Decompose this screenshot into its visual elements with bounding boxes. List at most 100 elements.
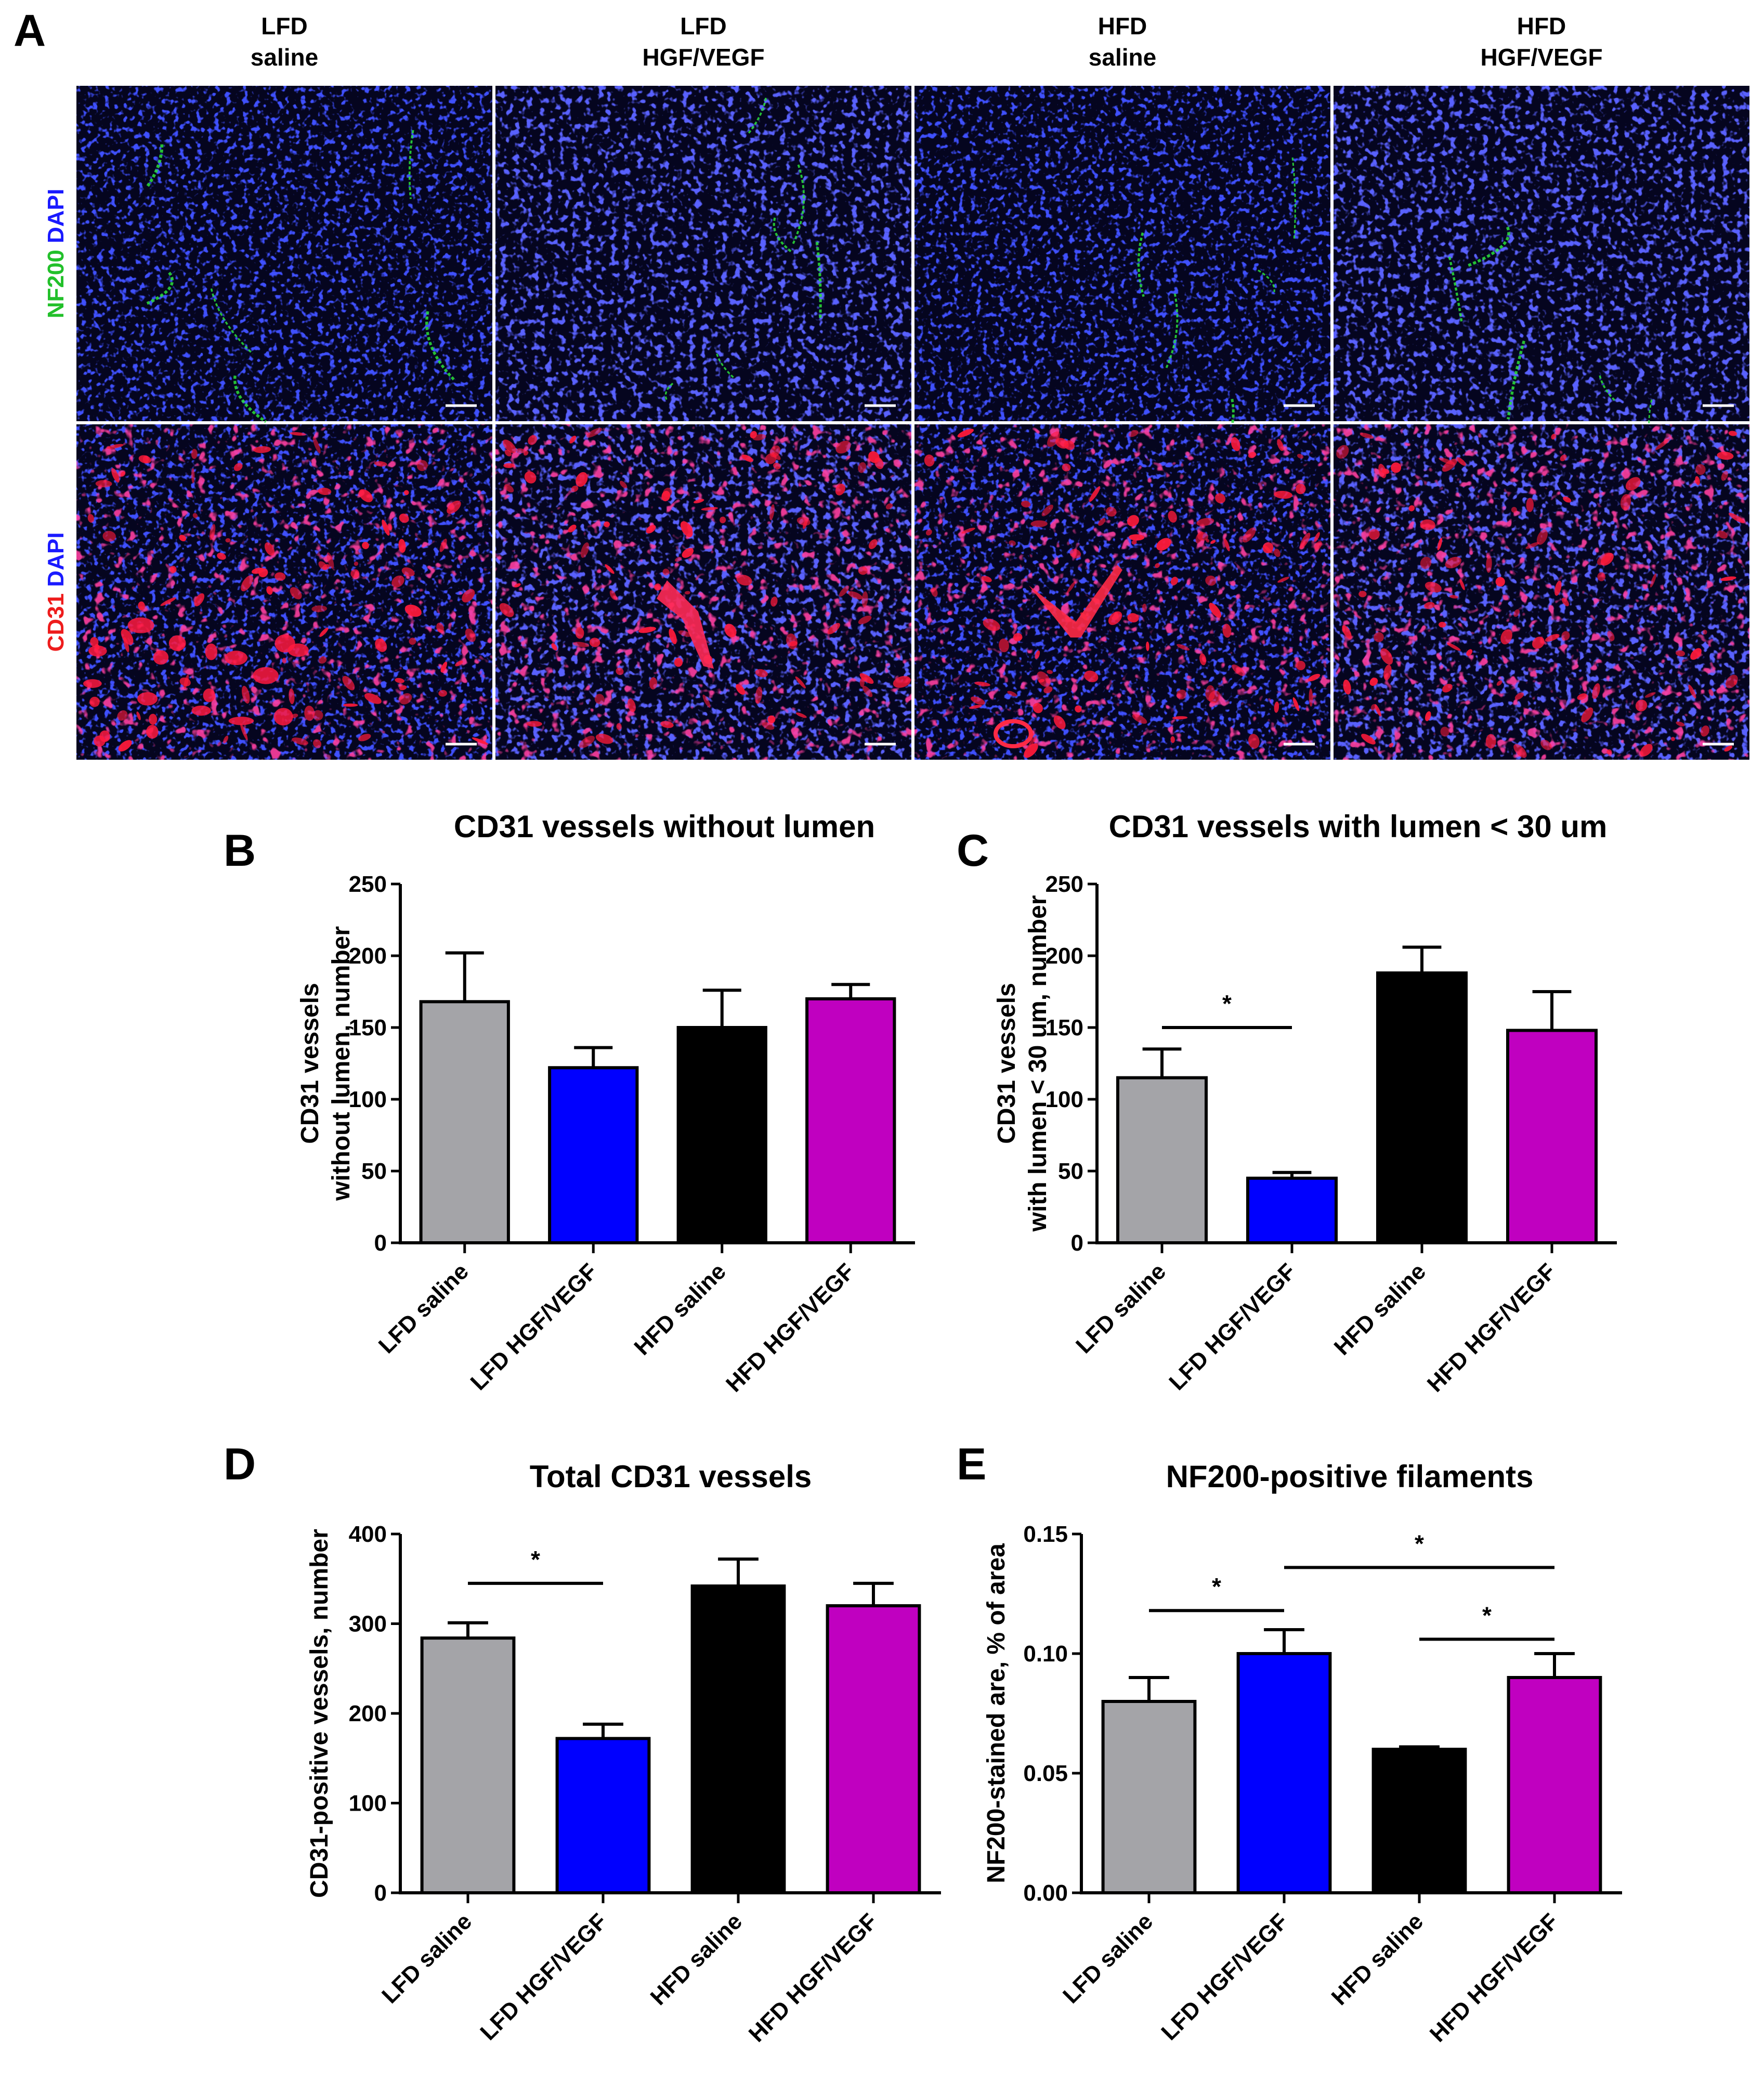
cd31-vessel bbox=[1177, 644, 1190, 651]
cd31-vessel bbox=[313, 739, 322, 748]
micrograph-cell bbox=[1334, 86, 1749, 478]
cd31-vessel bbox=[1128, 534, 1145, 541]
cd31-vessel bbox=[1295, 484, 1306, 495]
cd31-vessel bbox=[1381, 469, 1390, 474]
cd31-vessel bbox=[654, 583, 661, 591]
significance-marker: * bbox=[1212, 1573, 1221, 1600]
nf200-filament bbox=[1448, 256, 1463, 323]
cd31-vessel bbox=[589, 638, 600, 647]
stain-name: DAPI bbox=[43, 532, 69, 593]
cd31-vessel bbox=[1676, 650, 1685, 657]
micrograph-cell bbox=[914, 424, 1330, 760]
nf200-filament bbox=[1165, 293, 1179, 369]
cd31-vessel bbox=[233, 463, 243, 471]
large-vessel bbox=[1029, 565, 1122, 638]
cd31-vessel bbox=[1437, 538, 1443, 551]
cd31-vessel bbox=[1232, 664, 1245, 677]
nf200-filament bbox=[716, 353, 734, 379]
cd31-vessel bbox=[1607, 631, 1615, 641]
cd31-vessel bbox=[290, 432, 306, 436]
column-header: HFD HGF/VEGF bbox=[1480, 12, 1602, 71]
cd31-vessel bbox=[1625, 477, 1641, 491]
bar bbox=[676, 1026, 767, 1244]
y-tick-label: 300 bbox=[349, 1611, 387, 1637]
cd31-vessel bbox=[1342, 625, 1352, 639]
cd31-vessel bbox=[1043, 686, 1053, 694]
cd31-vessel bbox=[358, 734, 371, 742]
cd31-vessel bbox=[1208, 691, 1221, 704]
cd31-vessel bbox=[1536, 529, 1548, 545]
cd31-vessel bbox=[1420, 556, 1432, 569]
cd31-vessel bbox=[1514, 692, 1524, 700]
bar bbox=[1371, 1748, 1467, 1894]
significance-marker: * bbox=[1222, 990, 1232, 1017]
x-category-label: LFD saline bbox=[377, 1908, 477, 2008]
cd31-vessel bbox=[720, 516, 726, 524]
cd31-vessel bbox=[1170, 577, 1179, 586]
cd31-vessel bbox=[111, 468, 120, 483]
cd31-vessel bbox=[1360, 433, 1374, 439]
significance-marker: * bbox=[1482, 1602, 1492, 1629]
y-tick-label: 0.10 bbox=[1023, 1641, 1068, 1667]
chart-b: B CD31 vessels without lumen CD31 vessels w… bbox=[224, 809, 915, 1397]
cd31-vessel bbox=[1009, 540, 1016, 546]
cd31-stain-texture bbox=[1334, 424, 1749, 760]
cd31-vessel bbox=[579, 735, 595, 748]
nf200-filament bbox=[1466, 226, 1510, 268]
dapi-nuclei bbox=[76, 86, 492, 421]
cd31-vessel bbox=[438, 690, 447, 697]
cd31-vessel bbox=[118, 740, 132, 752]
column-header: LFD saline bbox=[251, 12, 318, 71]
cd31-vessel bbox=[1554, 580, 1562, 596]
cd31-vessel bbox=[160, 597, 176, 606]
cd31-vessel bbox=[1277, 577, 1289, 583]
cd31-vessel bbox=[1725, 674, 1738, 688]
cd31-vessel bbox=[354, 561, 359, 566]
micrograph-cell bbox=[495, 424, 911, 760]
y-tick-label: 100 bbox=[349, 1791, 387, 1816]
cd31-vessel bbox=[179, 535, 186, 542]
cd31-vessel bbox=[409, 638, 416, 645]
cd31-vessel bbox=[95, 480, 112, 488]
cd31-vessel bbox=[117, 710, 128, 721]
cd31-vessel bbox=[1067, 581, 1076, 593]
cd31-vessel bbox=[1028, 735, 1037, 748]
cd31-vessel bbox=[225, 651, 247, 666]
cd31-vessel bbox=[1361, 734, 1376, 745]
cd31-vessel bbox=[88, 645, 107, 657]
cd31-vessel bbox=[1156, 538, 1171, 551]
cd31-vessel bbox=[1262, 542, 1274, 554]
cd31-vessel bbox=[240, 723, 248, 740]
cd31-vessel bbox=[194, 593, 205, 607]
cd31-vessel bbox=[586, 427, 603, 438]
cd31-vessel bbox=[499, 603, 514, 617]
y-tick-label: 50 bbox=[1058, 1159, 1083, 1184]
cd31-vessel bbox=[1108, 611, 1122, 625]
cd31-vessel bbox=[318, 487, 332, 495]
cd31-vessel bbox=[191, 705, 211, 716]
y-tick-label: 150 bbox=[1046, 1015, 1083, 1041]
cd31-vessel bbox=[1447, 643, 1461, 651]
cd31-vessel bbox=[741, 454, 753, 462]
cd31-vessel bbox=[275, 634, 295, 653]
cd31-vessel bbox=[343, 703, 358, 707]
cd31-vessel bbox=[102, 531, 116, 542]
cd31-vessel bbox=[1098, 518, 1106, 526]
cd31-vessel bbox=[795, 712, 807, 718]
cd31-vessel bbox=[1243, 527, 1256, 543]
y-tick-label: 50 bbox=[361, 1159, 387, 1184]
cd31-vessel bbox=[1513, 609, 1520, 617]
cd31-vessel bbox=[153, 650, 169, 665]
cd31-vessel bbox=[1374, 632, 1384, 642]
cd31-vessel bbox=[1635, 699, 1648, 712]
micrograph-cell bbox=[914, 86, 1330, 429]
cd31-vessel bbox=[387, 523, 393, 530]
cd31-vessel bbox=[575, 627, 584, 639]
cd31-vessel bbox=[638, 627, 656, 633]
cd31-vessel bbox=[89, 696, 100, 707]
cd31-vessel bbox=[1199, 653, 1207, 666]
cd31-vessel bbox=[660, 721, 674, 729]
y-tick-label: 250 bbox=[1046, 872, 1083, 897]
cd31-vessel bbox=[241, 685, 250, 704]
cd31-vessel bbox=[514, 583, 521, 588]
